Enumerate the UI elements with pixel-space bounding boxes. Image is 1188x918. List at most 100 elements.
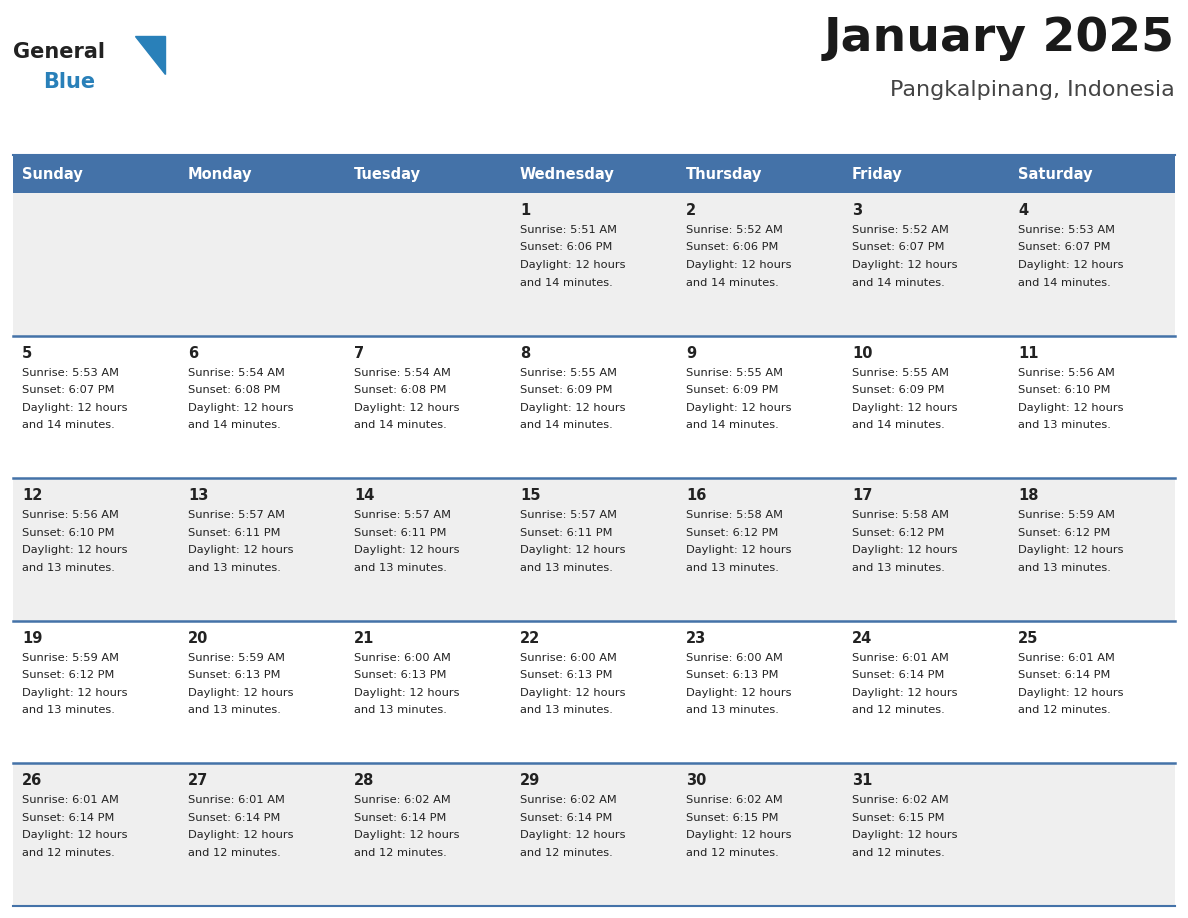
- Text: Daylight: 12 hours: Daylight: 12 hours: [852, 688, 958, 698]
- Text: Sunrise: 5:53 AM: Sunrise: 5:53 AM: [23, 367, 119, 377]
- Text: Daylight: 12 hours: Daylight: 12 hours: [520, 403, 626, 412]
- Bar: [677, 155, 843, 193]
- Text: Sunset: 6:10 PM: Sunset: 6:10 PM: [23, 528, 114, 538]
- Bar: [179, 155, 345, 193]
- Text: Monday: Monday: [188, 166, 253, 182]
- Text: Sunset: 6:13 PM: Sunset: 6:13 PM: [188, 670, 280, 680]
- Text: 14: 14: [354, 488, 374, 503]
- Text: Sunset: 6:08 PM: Sunset: 6:08 PM: [188, 385, 280, 395]
- Text: Sunset: 6:11 PM: Sunset: 6:11 PM: [188, 528, 280, 538]
- Text: Daylight: 12 hours: Daylight: 12 hours: [354, 688, 460, 698]
- Text: Sunset: 6:14 PM: Sunset: 6:14 PM: [852, 670, 944, 680]
- Text: Blue: Blue: [43, 72, 95, 92]
- Text: Sunset: 6:12 PM: Sunset: 6:12 PM: [23, 670, 114, 680]
- Bar: [13, 193, 1175, 336]
- Text: 26: 26: [23, 773, 43, 789]
- Text: Sunset: 6:13 PM: Sunset: 6:13 PM: [520, 670, 613, 680]
- Text: Sunset: 6:14 PM: Sunset: 6:14 PM: [354, 813, 447, 823]
- Text: and 14 minutes.: and 14 minutes.: [852, 277, 944, 287]
- Text: and 12 minutes.: and 12 minutes.: [520, 848, 613, 858]
- Text: Daylight: 12 hours: Daylight: 12 hours: [685, 545, 791, 555]
- Bar: [13, 621, 1175, 764]
- Text: Sunrise: 5:51 AM: Sunrise: 5:51 AM: [520, 225, 617, 235]
- Text: Sunrise: 5:56 AM: Sunrise: 5:56 AM: [1018, 367, 1114, 377]
- Text: 23: 23: [685, 631, 706, 645]
- Text: 2: 2: [685, 203, 696, 218]
- Text: and 14 minutes.: and 14 minutes.: [685, 277, 779, 287]
- Text: 28: 28: [354, 773, 374, 789]
- Text: and 13 minutes.: and 13 minutes.: [23, 563, 115, 573]
- Text: and 12 minutes.: and 12 minutes.: [852, 705, 944, 715]
- Text: Sunset: 6:06 PM: Sunset: 6:06 PM: [520, 242, 612, 252]
- Text: Daylight: 12 hours: Daylight: 12 hours: [685, 403, 791, 412]
- Text: 4: 4: [1018, 203, 1028, 218]
- Text: and 13 minutes.: and 13 minutes.: [520, 563, 613, 573]
- Text: and 13 minutes.: and 13 minutes.: [1018, 563, 1111, 573]
- Text: Sunrise: 6:01 AM: Sunrise: 6:01 AM: [23, 795, 119, 805]
- Text: and 14 minutes.: and 14 minutes.: [1018, 277, 1111, 287]
- Text: Sunrise: 5:54 AM: Sunrise: 5:54 AM: [354, 367, 451, 377]
- Text: and 14 minutes.: and 14 minutes.: [23, 420, 115, 431]
- Text: Sunrise: 6:02 AM: Sunrise: 6:02 AM: [685, 795, 783, 805]
- Text: Sunset: 6:13 PM: Sunset: 6:13 PM: [685, 670, 778, 680]
- Text: Saturday: Saturday: [1018, 166, 1093, 182]
- Text: 12: 12: [23, 488, 43, 503]
- Text: Thursday: Thursday: [685, 166, 763, 182]
- Text: Daylight: 12 hours: Daylight: 12 hours: [23, 403, 127, 412]
- Text: and 14 minutes.: and 14 minutes.: [520, 277, 613, 287]
- Bar: [13, 764, 1175, 906]
- Text: Daylight: 12 hours: Daylight: 12 hours: [852, 403, 958, 412]
- Text: and 14 minutes.: and 14 minutes.: [354, 420, 447, 431]
- Text: Daylight: 12 hours: Daylight: 12 hours: [852, 545, 958, 555]
- Text: Sunrise: 6:02 AM: Sunrise: 6:02 AM: [354, 795, 450, 805]
- Text: and 13 minutes.: and 13 minutes.: [354, 705, 447, 715]
- Text: Daylight: 12 hours: Daylight: 12 hours: [1018, 403, 1124, 412]
- Text: Daylight: 12 hours: Daylight: 12 hours: [23, 831, 127, 840]
- Text: Sunrise: 5:54 AM: Sunrise: 5:54 AM: [188, 367, 285, 377]
- Bar: [13, 478, 1175, 621]
- Text: Daylight: 12 hours: Daylight: 12 hours: [23, 545, 127, 555]
- Text: Sunset: 6:09 PM: Sunset: 6:09 PM: [685, 385, 778, 395]
- Text: Daylight: 12 hours: Daylight: 12 hours: [188, 688, 293, 698]
- Text: Pangkalpinang, Indonesia: Pangkalpinang, Indonesia: [890, 80, 1175, 100]
- Text: and 13 minutes.: and 13 minutes.: [520, 705, 613, 715]
- Text: 11: 11: [1018, 345, 1038, 361]
- Text: Sunrise: 6:01 AM: Sunrise: 6:01 AM: [852, 653, 949, 663]
- Text: Daylight: 12 hours: Daylight: 12 hours: [685, 688, 791, 698]
- Text: 30: 30: [685, 773, 707, 789]
- Text: Sunrise: 6:00 AM: Sunrise: 6:00 AM: [685, 653, 783, 663]
- Text: Sunset: 6:14 PM: Sunset: 6:14 PM: [23, 813, 114, 823]
- Text: Sunrise: 5:56 AM: Sunrise: 5:56 AM: [23, 510, 119, 521]
- Text: and 13 minutes.: and 13 minutes.: [1018, 420, 1111, 431]
- Bar: [13, 336, 1175, 478]
- Text: Sunset: 6:15 PM: Sunset: 6:15 PM: [852, 813, 944, 823]
- Text: Sunset: 6:12 PM: Sunset: 6:12 PM: [852, 528, 944, 538]
- Text: Sunrise: 6:00 AM: Sunrise: 6:00 AM: [520, 653, 617, 663]
- Text: Sunset: 6:07 PM: Sunset: 6:07 PM: [852, 242, 944, 252]
- Text: Sunset: 6:07 PM: Sunset: 6:07 PM: [1018, 242, 1111, 252]
- Text: Daylight: 12 hours: Daylight: 12 hours: [520, 260, 626, 270]
- Text: 29: 29: [520, 773, 541, 789]
- Text: Sunrise: 5:55 AM: Sunrise: 5:55 AM: [852, 367, 949, 377]
- Text: Daylight: 12 hours: Daylight: 12 hours: [188, 403, 293, 412]
- Text: and 14 minutes.: and 14 minutes.: [520, 420, 613, 431]
- Text: Sunset: 6:09 PM: Sunset: 6:09 PM: [520, 385, 613, 395]
- Text: Sunset: 6:15 PM: Sunset: 6:15 PM: [685, 813, 778, 823]
- Text: 25: 25: [1018, 631, 1038, 645]
- Text: Sunset: 6:14 PM: Sunset: 6:14 PM: [188, 813, 280, 823]
- Text: 17: 17: [852, 488, 872, 503]
- Text: and 13 minutes.: and 13 minutes.: [23, 705, 115, 715]
- Text: Daylight: 12 hours: Daylight: 12 hours: [188, 545, 293, 555]
- Text: Daylight: 12 hours: Daylight: 12 hours: [23, 688, 127, 698]
- Text: Sunrise: 6:01 AM: Sunrise: 6:01 AM: [1018, 653, 1114, 663]
- Text: 27: 27: [188, 773, 208, 789]
- Text: and 13 minutes.: and 13 minutes.: [188, 705, 280, 715]
- Text: Daylight: 12 hours: Daylight: 12 hours: [520, 831, 626, 840]
- Text: 3: 3: [852, 203, 862, 218]
- Polygon shape: [135, 36, 165, 74]
- Text: 1: 1: [520, 203, 530, 218]
- Text: Sunday: Sunday: [23, 166, 83, 182]
- Text: Sunrise: 5:59 AM: Sunrise: 5:59 AM: [188, 653, 285, 663]
- Text: Sunset: 6:07 PM: Sunset: 6:07 PM: [23, 385, 114, 395]
- Text: Sunset: 6:14 PM: Sunset: 6:14 PM: [1018, 670, 1111, 680]
